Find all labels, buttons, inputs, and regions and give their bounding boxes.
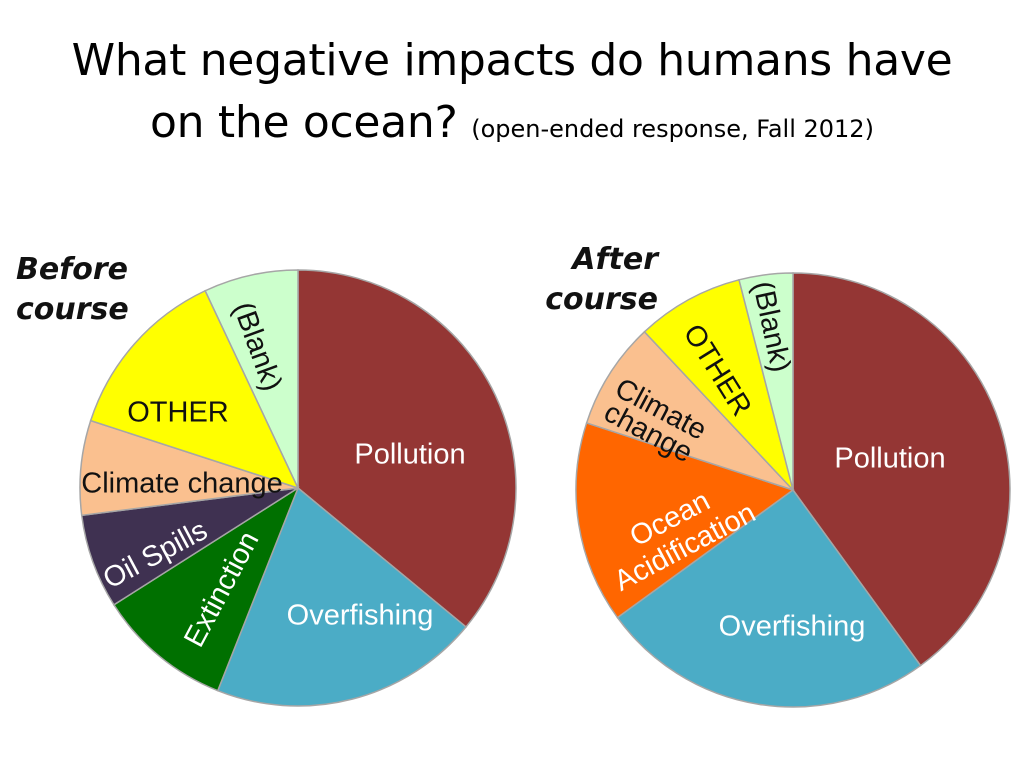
slice-label-overfishing: Overfishing [287, 600, 434, 632]
pie-slice-pollution [792, 272, 1011, 667]
pie-slice-ocean-acidification [575, 421, 795, 619]
before-course-label: Before course [16, 252, 129, 327]
pie-slice-blank [204, 269, 299, 489]
title-line-2: on the ocean? (open-ended response, Fall… [0, 92, 1024, 160]
slide-title: What negative impacts do humans have on … [0, 30, 1024, 160]
title-line-1: What negative impacts do humans have [71, 35, 953, 86]
title-question: on the ocean? [150, 97, 458, 148]
slice-label-other: OTHER [127, 397, 229, 429]
title-subtitle: (open-ended response, Fall 2012) [471, 115, 874, 143]
after-course-label: After course [545, 242, 658, 317]
slice-label-pollution: Pollution [354, 439, 465, 471]
pie-slice-other [89, 289, 300, 490]
pie-slice-extinction [112, 486, 300, 692]
pie-slice-overfishing [616, 488, 922, 708]
pie-slice-blank [738, 272, 794, 491]
slice-label-pollution: Pollution [834, 443, 945, 475]
pie-slice-overfishing [216, 486, 468, 707]
slice-label-overfishing: Overfishing [719, 611, 866, 643]
pie-slice-other [643, 278, 794, 491]
slice-label-climate-change: Climate change [81, 468, 283, 500]
pie-slice-climate-change [585, 330, 794, 491]
pie-slice-pollution [297, 269, 517, 629]
